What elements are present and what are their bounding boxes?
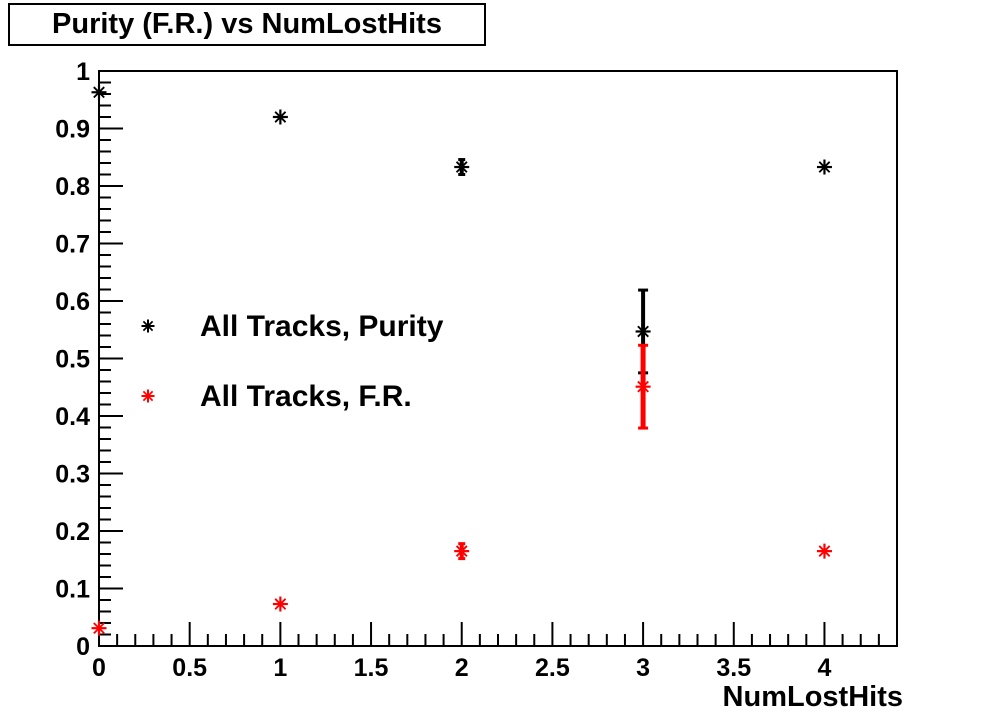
y-tick-label: 0.7 xyxy=(55,231,90,259)
x-tick-label: 1 xyxy=(273,654,287,682)
x-tick-label: 1.5 xyxy=(354,654,389,682)
y-tick-label: 0.6 xyxy=(55,288,90,316)
data-point-marker-center xyxy=(640,328,646,335)
x-axis-title: NumLostHits xyxy=(723,681,903,713)
y-tick-label: 0.3 xyxy=(55,461,90,489)
legend-label-purity: All Tracks, Purity xyxy=(200,310,444,343)
x-tick-label: 3.5 xyxy=(716,654,751,682)
plot-frame xyxy=(98,70,898,647)
x-tick-label: 0 xyxy=(92,654,106,682)
data-point-marker-center xyxy=(277,114,283,120)
legend-marker-center xyxy=(145,323,151,329)
legend-marker-center xyxy=(145,393,151,399)
x-tick-label: 4 xyxy=(818,654,832,682)
legend-label-fr: All Tracks, F.R. xyxy=(200,380,412,413)
y-tick-label: 0.1 xyxy=(55,576,90,604)
y-tick-label: 0.4 xyxy=(55,403,90,431)
y-tick-label: 0.8 xyxy=(55,173,90,201)
x-tick-label: 2.5 xyxy=(535,654,570,682)
y-tick-label: 0.5 xyxy=(55,346,90,374)
data-point-marker-center xyxy=(277,601,283,607)
y-tick-label: 0.2 xyxy=(55,518,90,546)
x-tick-label: 3 xyxy=(636,654,650,682)
data-point-marker-center xyxy=(96,625,102,631)
data-point-marker-center xyxy=(821,164,828,170)
x-tick-label: 0.5 xyxy=(172,654,207,682)
data-point-marker-center xyxy=(459,548,465,554)
data-point-marker-center xyxy=(640,384,646,390)
x-tick-label: 2 xyxy=(455,654,469,682)
data-point-marker-center xyxy=(821,548,828,554)
data-point-marker-center xyxy=(96,89,102,95)
y-tick-label: 1 xyxy=(76,58,90,86)
data-point-marker-center xyxy=(459,164,465,170)
y-tick-label: 0.9 xyxy=(55,116,90,144)
chart-title: Purity (F.R.) vs NumLostHits xyxy=(52,8,442,40)
chart-title-box: Purity (F.R.) vs NumLostHits xyxy=(8,3,486,46)
y-tick-label: 0 xyxy=(76,633,90,661)
